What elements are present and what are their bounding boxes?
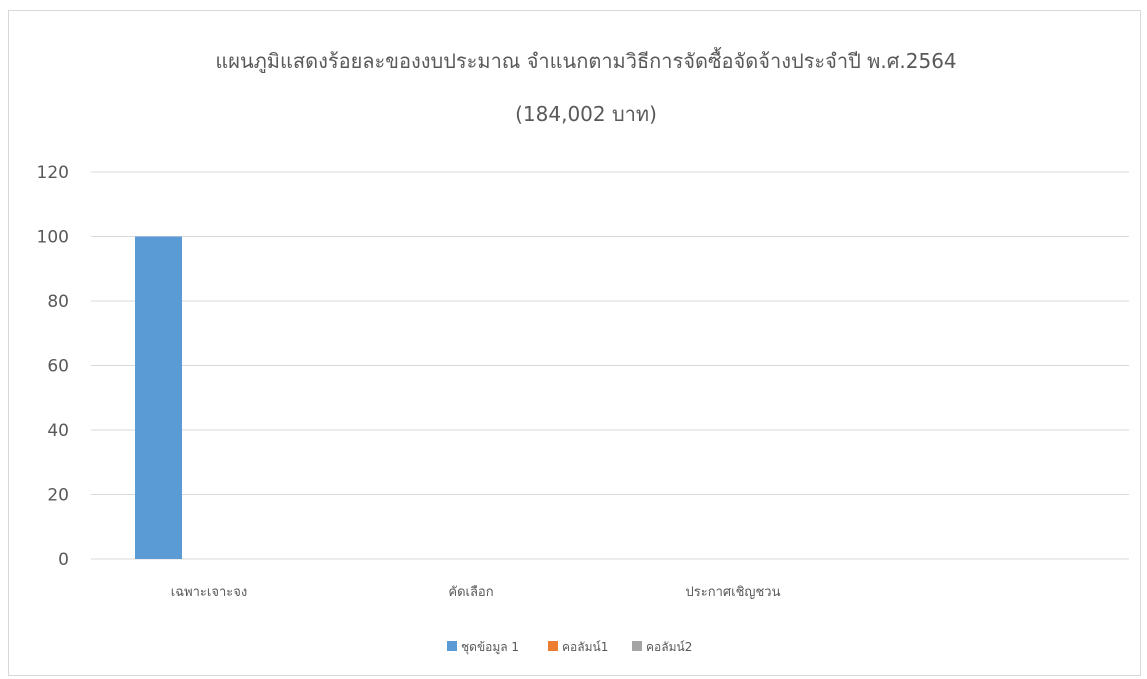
legend-swatch (632, 641, 642, 651)
legend-swatch (548, 641, 558, 651)
chart-title: แผนภูมิแสดงร้อยละของงบประมาณ จำแนกตามวิธ… (215, 47, 956, 74)
bar (135, 236, 182, 559)
bar-chart: แผนภูมิแสดงร้อยละของงบประมาณ จำแนกตามวิธ… (37, 47, 1129, 655)
category-label: คัดเลือก (448, 584, 493, 600)
y-tick-label: 0 (58, 550, 69, 570)
y-tick-label: 100 (37, 228, 69, 248)
legend-label: คอลัมน์2 (646, 640, 692, 654)
legend-label: คอลัมน์1 (562, 640, 608, 654)
legend-swatch (447, 641, 457, 651)
legend-label: ชุดข้อมูล 1 (461, 640, 519, 655)
y-tick-label: 60 (47, 357, 69, 377)
y-axis-ticks: 0 20 40 60 80 100 120 (37, 163, 69, 570)
category-label: ประกาศเชิญชวน (686, 585, 781, 600)
y-tick-label: 120 (37, 163, 69, 183)
chart-subtitle: (184,002 บาท) (515, 102, 657, 126)
y-tick-label: 40 (47, 421, 69, 441)
y-tick-label: 20 (47, 486, 69, 506)
y-tick-label: 80 (47, 292, 69, 312)
gridlines (91, 171, 1129, 560)
x-axis-categories: เฉพาะเจาะจง คัดเลือก ประกาศเชิญชวน (171, 584, 781, 600)
chart-frame: แผนภูมิแสดงร้อยละของงบประมาณ จำแนกตามวิธ… (8, 10, 1141, 676)
bars (135, 236, 182, 559)
category-label: เฉพาะเจาะจง (171, 585, 247, 600)
legend: ชุดข้อมูล 1 คอลัมน์1 คอลัมน์2 (447, 640, 692, 655)
